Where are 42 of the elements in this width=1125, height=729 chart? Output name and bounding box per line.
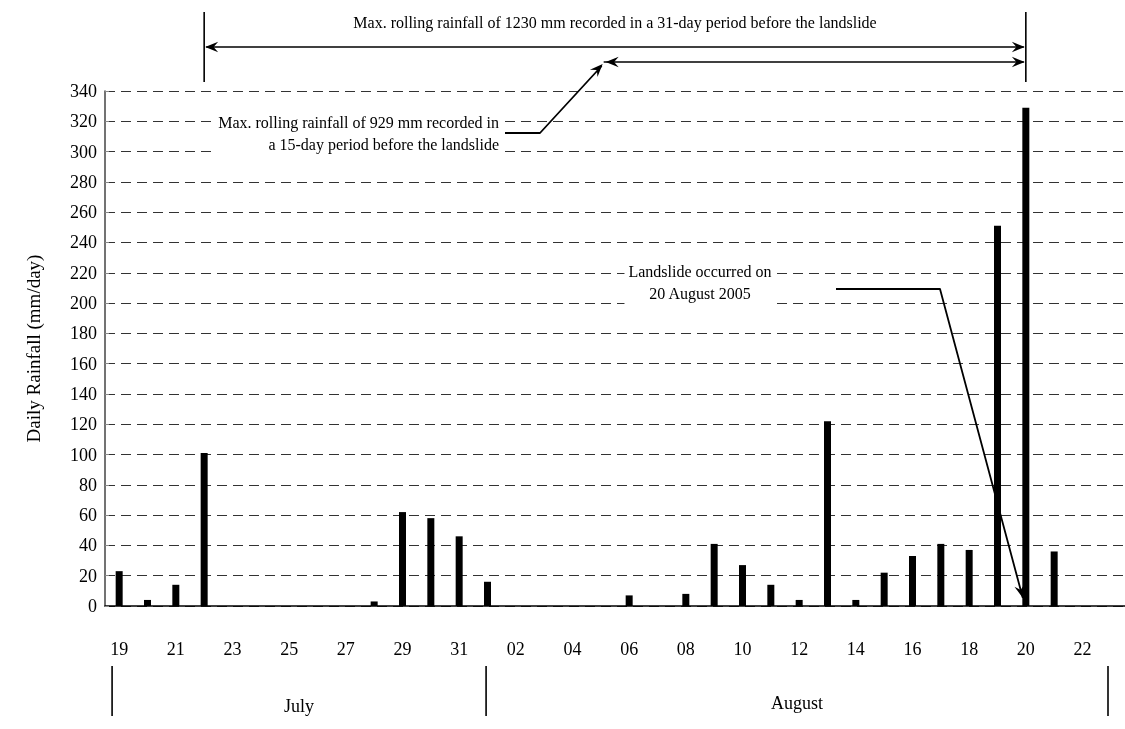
- annotation: Max. rolling rainfall of 929 mm recorded in a 15-day period before the landslide: [218, 113, 499, 154]
- y-tick-label: 40: [79, 535, 97, 556]
- y-tick-label: 180: [70, 323, 97, 344]
- x-tick-label: 02: [506, 639, 525, 659]
- x-tick-label: 29: [393, 639, 412, 659]
- y-axis-title: Daily Rainfall (mm/day): [23, 254, 45, 443]
- y-tick-label: 220: [70, 262, 97, 283]
- text: August: [771, 693, 824, 713]
- x-tick-label: 10: [733, 639, 752, 659]
- x-tick-label: 31: [450, 639, 469, 659]
- x-tick-label: 23: [223, 639, 242, 659]
- y-tick-label: 100: [70, 444, 97, 465]
- x-tick-label: 21: [166, 639, 185, 659]
- x-tick-label: 08: [676, 639, 695, 659]
- x-tick-label: 16: [903, 639, 922, 659]
- y-tick-label: 320: [70, 111, 97, 132]
- x-tick-label: 22: [1073, 639, 1092, 659]
- text: Max. rolling rainfall of 1230 mm recorded in a 31-day period before the landslide: [353, 13, 877, 32]
- x-tick-label: 04: [563, 639, 582, 659]
- y-tick-label: 20: [79, 565, 97, 586]
- y-tick-label: 300: [70, 141, 97, 162]
- y-tick-label: 160: [70, 353, 97, 374]
- x-tick-label: 14: [846, 639, 865, 659]
- x-tick-label: 25: [280, 639, 299, 659]
- x-tick-label: 12: [790, 639, 809, 659]
- y-tick-label: 280: [70, 171, 97, 192]
- y-tick-label: 340: [70, 81, 97, 101]
- y-tick-label: 120: [70, 414, 97, 435]
- x-tick-label: 19: [110, 639, 129, 659]
- x-tick-label: 20: [1016, 639, 1035, 659]
- y-tick-label: 140: [70, 383, 97, 404]
- x-tick-label: 18: [960, 639, 979, 659]
- y-tick-label: 60: [79, 505, 97, 526]
- x-tick-label: 27: [336, 639, 355, 659]
- y-tick-label: 0: [88, 596, 97, 616]
- annotation: Landslide occurred on 20 August 2005: [628, 262, 772, 303]
- y-tick-label: 80: [79, 474, 97, 495]
- y-tick-label: 240: [70, 232, 97, 253]
- y-tick-label: 200: [70, 293, 97, 314]
- x-tick-label: 06: [620, 639, 639, 659]
- y-tick-label: 260: [70, 202, 97, 223]
- text: July: [284, 696, 315, 716]
